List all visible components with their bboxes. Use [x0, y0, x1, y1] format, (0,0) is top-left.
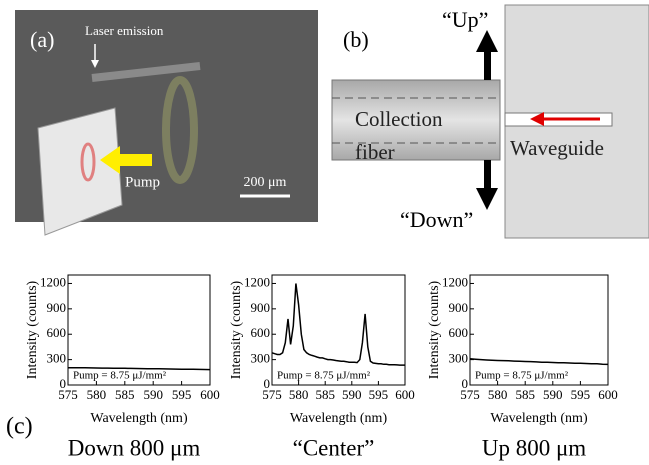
x-axis-label: Wavelength (nm) [290, 411, 388, 426]
panel-a: (a) Laser emission Pump 200 μm [15, 10, 318, 235]
y-tick-label: 1200 [244, 274, 270, 289]
panel-label: (a) [30, 27, 54, 52]
panel-label: (b) [343, 27, 369, 52]
caption: Down 800 μm [68, 435, 201, 460]
x-axis-label: Wavelength (nm) [490, 411, 588, 426]
x-tick-label: 595 [369, 387, 389, 402]
up-label: “Up” [442, 7, 488, 32]
fiber-label: fiber [355, 140, 395, 164]
down-arrow [484, 160, 491, 190]
x-tick-label: 600 [200, 387, 220, 402]
y-axis-label: Intensity (counts) [427, 280, 442, 379]
x-tick-label: 595 [172, 387, 192, 402]
x-tick-label: 590 [143, 387, 163, 402]
down-label: “Down” [400, 207, 473, 232]
down-arrowhead [476, 188, 498, 210]
spectrum-line [470, 359, 608, 365]
caption: “Center” [293, 435, 375, 460]
y-tick-label: 900 [47, 300, 67, 315]
y-tick-label: 300 [251, 351, 271, 366]
annotation: Pump = 8.75 μJ/mm² [475, 370, 569, 382]
panel-b: (b) “Up” “Down” Collection fiber Wavegui… [332, 5, 649, 238]
y-axis-label: Intensity (counts) [25, 280, 40, 379]
x-tick-label: 600 [598, 387, 618, 402]
y-tick-label: 300 [47, 351, 67, 366]
x-tick-label: 595 [571, 387, 591, 402]
y-axis-label: Intensity (counts) [229, 280, 244, 379]
y-tick-label: 300 [449, 351, 469, 366]
up-arrow [484, 50, 491, 80]
x-tick-label: 580 [488, 387, 508, 402]
x-tick-label: 585 [115, 387, 135, 402]
y-tick-label: 900 [251, 300, 271, 315]
pump-label: Pump [125, 174, 160, 190]
y-tick-label: 600 [251, 325, 271, 340]
figure: (a) Laser emission Pump 200 μm (b) “Up” … [0, 0, 649, 465]
y-tick-label: 600 [449, 325, 469, 340]
x-tick-label: 590 [543, 387, 563, 402]
caption: Up 800 μm [482, 435, 586, 460]
x-tick-label: 580 [289, 387, 309, 402]
y-tick-label: 900 [449, 300, 469, 315]
y-tick-label: 600 [47, 325, 67, 340]
annotation: Pump = 8.75 μJ/mm² [277, 370, 371, 382]
panel-label: (c) [6, 414, 33, 440]
x-tick-label: 600 [395, 387, 415, 402]
x-tick-label: 585 [515, 387, 535, 402]
emission-label: Laser emission [85, 23, 164, 38]
x-axis-label: Wavelength (nm) [90, 411, 188, 426]
scale-label: 200 μm [244, 175, 287, 190]
up-arrowhead [476, 30, 498, 52]
x-tick-label: 585 [315, 387, 335, 402]
fiber-label: Collection [355, 107, 443, 131]
annotation: Pump = 8.75 μJ/mm² [73, 370, 167, 382]
waveguide-label: Waveguide [510, 136, 604, 160]
plot-frame [470, 275, 608, 385]
spectrum-line [272, 284, 405, 366]
x-tick-label: 575 [262, 387, 282, 402]
y-tick-label: 1200 [40, 274, 66, 289]
x-tick-label: 575 [460, 387, 480, 402]
x-tick-label: 590 [342, 387, 362, 402]
x-tick-label: 580 [87, 387, 107, 402]
x-tick-label: 575 [58, 387, 78, 402]
y-tick-label: 1200 [442, 274, 468, 289]
